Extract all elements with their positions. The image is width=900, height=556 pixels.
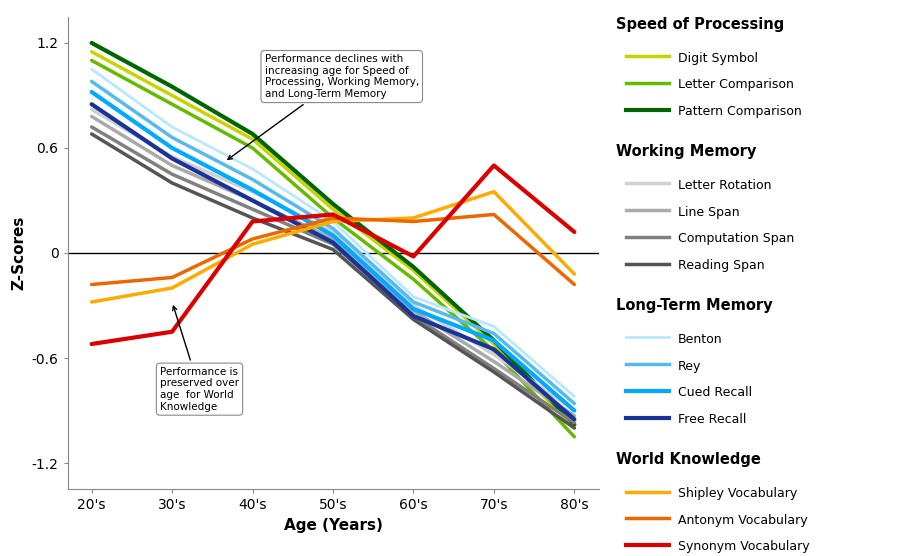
Text: Letter Rotation: Letter Rotation	[678, 179, 771, 192]
Y-axis label: Z-Scores: Z-Scores	[11, 216, 26, 290]
Text: Cued Recall: Cued Recall	[678, 386, 752, 399]
Text: Rey: Rey	[678, 360, 701, 373]
Text: Pattern Comparison: Pattern Comparison	[678, 105, 802, 118]
Text: Performance is
preserved over
age  for World
Knowledge: Performance is preserved over age for Wo…	[160, 306, 239, 411]
Text: Digit Symbol: Digit Symbol	[678, 52, 758, 64]
Text: Letter Comparison: Letter Comparison	[678, 78, 794, 91]
Text: Speed of Processing: Speed of Processing	[616, 17, 785, 32]
Text: Line Span: Line Span	[678, 206, 739, 219]
Text: Free Recall: Free Recall	[678, 413, 746, 426]
Text: Long-Term Memory: Long-Term Memory	[616, 298, 773, 313]
Text: Antonym Vocabulary: Antonym Vocabulary	[678, 514, 807, 527]
Text: Computation Span: Computation Span	[678, 232, 794, 245]
Text: Benton: Benton	[678, 333, 723, 346]
Text: World Knowledge: World Knowledge	[616, 452, 761, 467]
Text: Synonym Vocabulary: Synonym Vocabulary	[678, 540, 809, 553]
Text: Shipley Vocabulary: Shipley Vocabulary	[678, 487, 797, 500]
Text: Working Memory: Working Memory	[616, 144, 757, 159]
Text: Reading Span: Reading Span	[678, 259, 764, 272]
X-axis label: Age (Years): Age (Years)	[284, 518, 382, 533]
Text: Performance declines with
increasing age for Speed of
Processing, Working Memory: Performance declines with increasing age…	[228, 54, 418, 160]
